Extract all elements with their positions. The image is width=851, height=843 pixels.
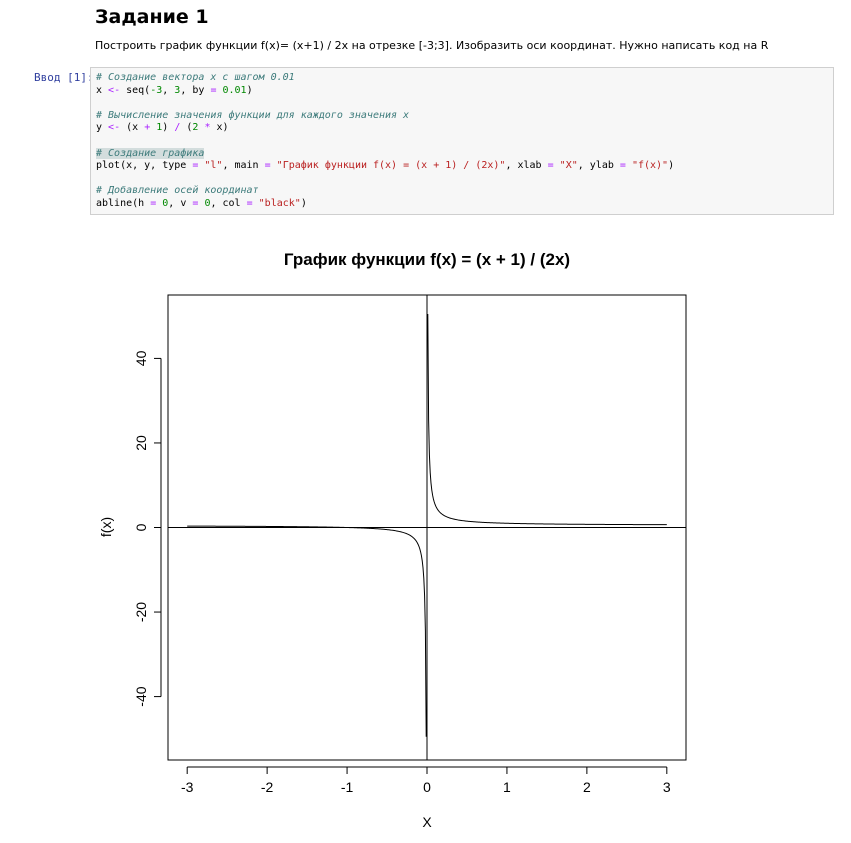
x-tick-label: -3 [181,779,194,795]
series-line-positive [427,314,667,526]
y-tick-label: -40 [133,686,149,706]
code-comment: # Создание вектора x с шагом 0.01 [96,72,295,83]
x-axis-label: X [422,814,432,830]
code-comment: # Вычисление значения функции для каждог… [96,109,410,121]
x-tick-label: 3 [663,779,671,795]
y-tick-label: 40 [133,350,149,366]
code-comment-selected: # Создание графика [96,147,205,159]
x-tick-label: -1 [341,779,354,795]
x-tick-label: 0 [423,779,431,795]
code-editor[interactable]: # Создание вектора x с шагом 0.01 x <- s… [96,72,675,209]
task-description: Построить график функции f(x)= (x+1) / 2… [95,39,769,52]
series-line-negative [187,525,427,737]
y-tick-label: 0 [133,523,149,531]
y-axis-label: f(x) [98,517,114,537]
cell-prompt: Ввод [1]: [34,71,94,84]
code-cell[interactable]: # Создание вектора x с шагом 0.01 x <- s… [90,67,834,215]
code-comment: # Добавление осей координат [96,185,259,197]
y-tick-label: -20 [133,602,149,622]
plot-title: График функции f(x) = (x + 1) / (2x) [284,250,570,269]
y-tick-label: 20 [133,435,149,451]
x-tick-label: 1 [503,779,511,795]
task-heading: Задание 1 [95,6,209,28]
function-plot: График функции f(x) = (x + 1) / (2x) -3 -… [98,250,687,830]
x-tick-label: 2 [583,779,591,795]
x-tick-label: -2 [261,779,274,795]
